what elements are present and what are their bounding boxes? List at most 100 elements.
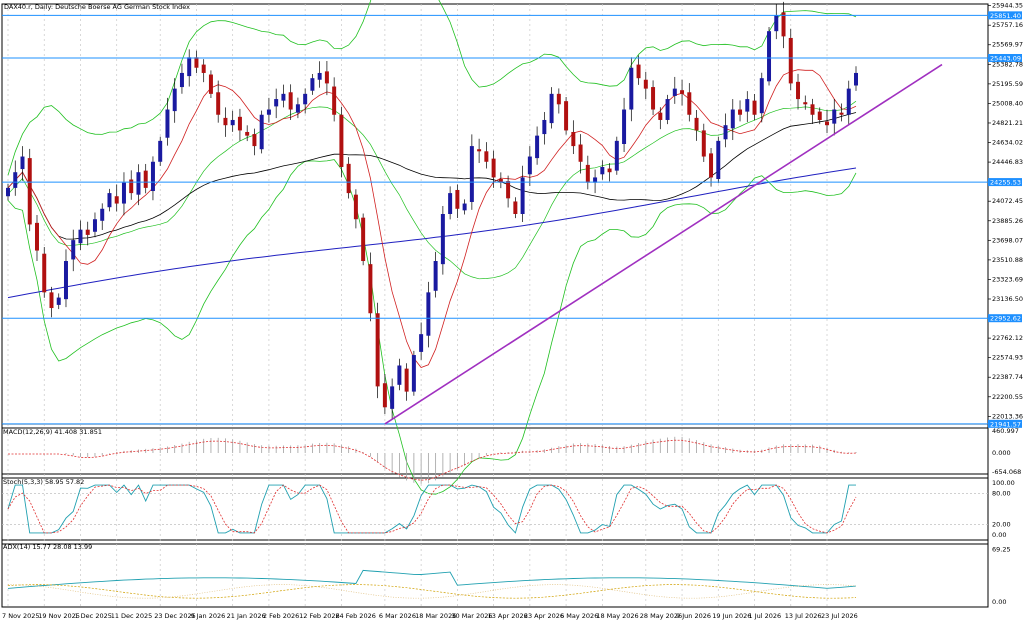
candle-body bbox=[317, 72, 322, 80]
candle-body bbox=[172, 88, 177, 112]
adx-plus-di-line bbox=[7, 584, 857, 599]
candle-body bbox=[817, 111, 822, 120]
candle-body bbox=[651, 87, 656, 110]
candle-body bbox=[701, 130, 706, 157]
candle-body bbox=[49, 292, 54, 309]
candle-body bbox=[368, 264, 373, 314]
candle-body bbox=[629, 67, 634, 110]
candle-body bbox=[738, 109, 743, 115]
candle-body bbox=[578, 144, 583, 162]
candle-body bbox=[274, 99, 279, 107]
candle-body bbox=[796, 81, 801, 100]
candle-body bbox=[13, 172, 18, 188]
adx-minus-di-line bbox=[7, 584, 857, 599]
candle-body bbox=[513, 201, 518, 214]
price-tick-label: 23510.88 bbox=[992, 256, 1023, 264]
price-tick-label: 25382.78 bbox=[992, 60, 1023, 68]
level-tag bbox=[988, 419, 1022, 428]
candle-body bbox=[310, 78, 315, 91]
stoch-axis-label: 20.00 bbox=[992, 521, 1011, 529]
date-label: 7 Nov 2025 bbox=[2, 612, 40, 620]
candle-body bbox=[382, 383, 387, 408]
candle-body bbox=[803, 102, 808, 105]
date-label: 23 Dec 2025 bbox=[154, 612, 196, 620]
candle-body bbox=[375, 313, 380, 387]
candle-body bbox=[397, 365, 402, 385]
candle-body bbox=[600, 166, 605, 175]
price-tick-label: 22574.93 bbox=[992, 354, 1023, 362]
candle-body bbox=[150, 161, 155, 192]
candle-body bbox=[491, 158, 496, 178]
candle-body bbox=[854, 72, 858, 86]
price-tick-label: 22013.36 bbox=[992, 412, 1023, 420]
candle-body bbox=[419, 334, 424, 352]
price-tick-label: 23698.07 bbox=[992, 236, 1023, 244]
candle-body bbox=[622, 109, 627, 144]
candle-body bbox=[63, 261, 68, 300]
candle-body bbox=[781, 12, 786, 37]
candle-body bbox=[114, 196, 119, 204]
date-label: 13 Jul 2026 bbox=[785, 612, 822, 620]
candle-body bbox=[484, 151, 489, 162]
date-label: 21 Jan 2026 bbox=[227, 612, 266, 620]
candle-body bbox=[506, 181, 511, 199]
date-label: 11 Dec 2025 bbox=[111, 612, 153, 620]
candle-body bbox=[223, 117, 228, 126]
candle-body bbox=[56, 297, 61, 305]
candle-body bbox=[752, 100, 757, 115]
price-tick-label: 24072.45 bbox=[992, 197, 1023, 205]
date-label: 9 Jan 2026 bbox=[190, 612, 225, 620]
level-tag-label: 24255.53 bbox=[990, 179, 1021, 187]
candle-body bbox=[716, 140, 721, 179]
candle-body bbox=[709, 153, 714, 178]
date-label: 1 Dec 2025 bbox=[74, 612, 111, 620]
price-tick-label: 23136.50 bbox=[992, 295, 1023, 303]
macd-axis-label: 460.997 bbox=[992, 427, 1019, 435]
candle-body bbox=[179, 72, 184, 88]
candle-body bbox=[390, 386, 395, 409]
price-tick-label: 22200.55 bbox=[992, 393, 1023, 401]
adx-label: ADX(14) 15.77 28.08 13.99 bbox=[3, 543, 92, 551]
level-tag-label: 25851.40 bbox=[990, 12, 1021, 20]
candle-body bbox=[846, 88, 851, 115]
candle-body bbox=[324, 71, 329, 84]
level-tag-label: 21941.57 bbox=[990, 420, 1021, 428]
candle-body bbox=[658, 112, 663, 120]
candle-body bbox=[201, 64, 206, 73]
panel-border bbox=[1, 3, 989, 425]
candle-body bbox=[266, 109, 271, 115]
candle-body bbox=[245, 131, 250, 136]
candle-body bbox=[549, 93, 554, 124]
candle-body bbox=[687, 92, 692, 115]
date-label: 2 Feb 2026 bbox=[263, 612, 299, 620]
candle-body bbox=[42, 253, 47, 293]
candle-body bbox=[288, 92, 293, 110]
macd-axis-label: 0.000 bbox=[992, 449, 1011, 457]
candle-body bbox=[585, 164, 590, 183]
candle-body bbox=[810, 104, 815, 115]
candle-body bbox=[839, 112, 844, 115]
candle-body bbox=[361, 217, 366, 262]
level-tag bbox=[988, 314, 1022, 323]
candle-body bbox=[723, 125, 728, 140]
macd-axis-label: -654.068 bbox=[992, 468, 1021, 476]
price-tick-label: 25008.40 bbox=[992, 99, 1023, 107]
trendline bbox=[384, 63, 943, 425]
price-tick-label: 25195.59 bbox=[992, 80, 1023, 88]
candle-body bbox=[143, 170, 148, 188]
candle-body bbox=[680, 90, 685, 94]
candle-body bbox=[614, 140, 619, 171]
date-label: 23 Jul 2026 bbox=[821, 612, 858, 620]
adx-line bbox=[7, 569, 857, 589]
candle-body bbox=[469, 146, 474, 202]
candle-body bbox=[237, 116, 242, 131]
candle-body bbox=[20, 156, 25, 170]
price-tick-label: 25569.97 bbox=[992, 41, 1023, 49]
candle-body bbox=[636, 64, 641, 79]
candle-body bbox=[426, 292, 431, 336]
price-tick-label: 24446.83 bbox=[992, 158, 1023, 166]
level-tag bbox=[988, 54, 1022, 63]
panel-border bbox=[1, 543, 989, 608]
chart-title: DAX40.r, Daily: Deutsche Boerse AG Germa… bbox=[4, 3, 190, 11]
candle-body bbox=[303, 93, 308, 105]
